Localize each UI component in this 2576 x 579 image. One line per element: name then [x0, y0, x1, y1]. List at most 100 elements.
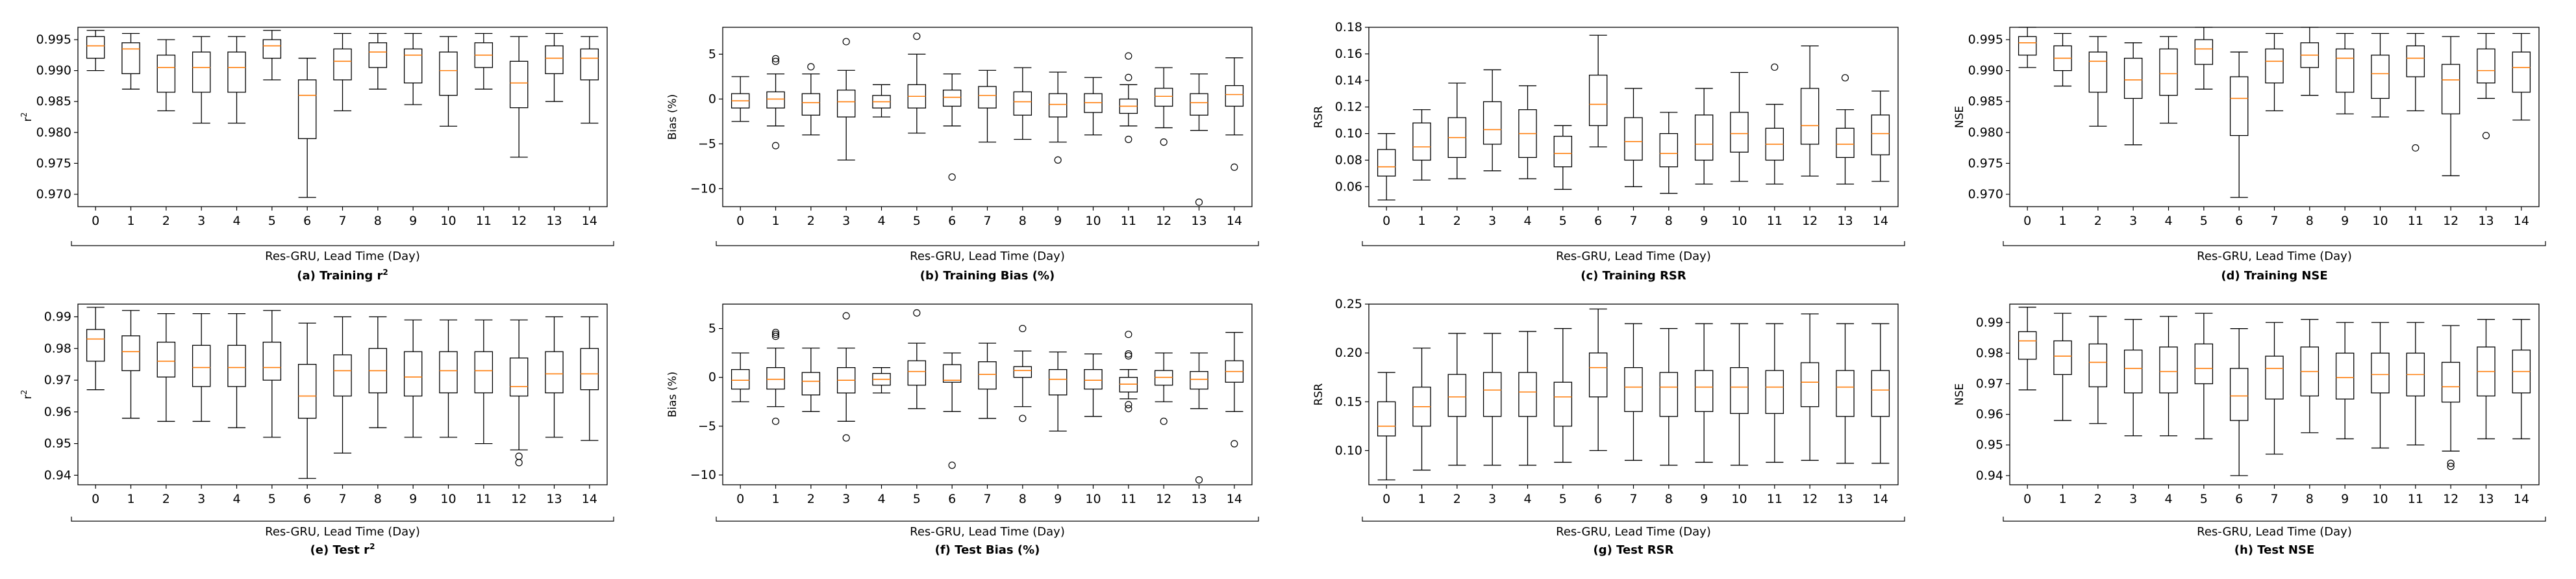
box-2 [1447, 83, 1467, 179]
box-6 [942, 73, 962, 181]
outlier-point [1054, 156, 1062, 164]
x-axis-label: Res-GRU, Lead Time (Day) [2197, 525, 2352, 539]
iqr-box [2194, 39, 2214, 65]
iqr-box [156, 341, 176, 378]
x-tick-label: 5 [913, 214, 921, 228]
iqr-box [1013, 366, 1032, 378]
outlier-point [1019, 324, 1027, 333]
y-tick-label: 0.970 [36, 187, 71, 201]
box-0 [86, 30, 105, 71]
x-tick-label: 8 [1665, 214, 1673, 228]
panel-caption: (b) Training Bias (%) [920, 269, 1055, 283]
panel-caption-main: (a) Training r [297, 269, 382, 283]
box-6 [2229, 328, 2249, 476]
box-1 [1412, 347, 1431, 471]
y-axis-label: NSE [1953, 383, 1966, 405]
box-14 [1871, 323, 1890, 464]
y-tick-label: 0.15 [1335, 394, 1362, 409]
x-tick-label: 2 [2094, 492, 2102, 506]
outlier-point [515, 452, 523, 460]
x-tick-label: 2 [1453, 214, 1461, 228]
outlier-point [913, 32, 921, 40]
box-5 [1553, 328, 1573, 463]
iqr-box [1694, 370, 1714, 412]
outlier-point [1841, 74, 1849, 82]
x-tick-label: 14 [1873, 214, 1888, 228]
y-tick-label: −5 [698, 136, 716, 151]
y-tick-label: 0.08 [1335, 153, 1362, 167]
box-10 [439, 36, 458, 127]
box-13 [2477, 318, 2495, 439]
box-4 [2159, 36, 2178, 124]
iqr-box [2088, 343, 2108, 387]
iqr-box [333, 48, 352, 81]
x-tick-label: 3 [197, 214, 205, 228]
y-tick-label: 0.10 [1335, 443, 1362, 457]
x-tick-label: 5 [268, 214, 276, 228]
box-0 [1377, 372, 1396, 481]
iqr-box [1588, 74, 1608, 126]
iqr-box [2477, 48, 2495, 84]
x-tick-label: 8 [1019, 214, 1027, 228]
iqr-box [766, 367, 785, 390]
box-13 [545, 316, 564, 438]
x-tick-label: 11 [1767, 214, 1782, 228]
y-tick-label: 0.995 [1968, 32, 2003, 47]
box-3 [2123, 318, 2143, 437]
iqr-box [2441, 64, 2460, 114]
box-2 [801, 63, 821, 136]
x-tick-label: 9 [409, 214, 417, 228]
y-tick-label: −5 [698, 419, 716, 433]
y-tick-label: 0.25 [1335, 297, 1362, 311]
iqr-box [836, 89, 856, 118]
box-12 [2441, 325, 2460, 470]
panel-caption-sup: 2 [369, 542, 375, 551]
outlier-point [2482, 131, 2490, 140]
outlier-point [2412, 144, 2420, 152]
y-tick-label: 0.94 [1976, 469, 2003, 483]
x-tick-label: 11 [2408, 214, 2423, 228]
outlier-point [913, 309, 921, 317]
outlier-point [842, 312, 850, 320]
iqr-box [1048, 93, 1068, 118]
iqr-box [1871, 114, 1890, 155]
iqr-box [2159, 48, 2178, 96]
x-tick-label: 6 [303, 492, 311, 506]
box-14 [580, 316, 599, 441]
iqr-box [509, 357, 529, 397]
iqr-box [439, 351, 458, 394]
iqr-box [2229, 76, 2249, 136]
box-5 [907, 309, 927, 409]
box-12 [509, 36, 529, 158]
box-4 [872, 367, 891, 394]
x-tick-label: 12 [1802, 214, 1818, 228]
panel-caption-main: (h) Test NSE [2234, 543, 2315, 557]
iqr-box [942, 89, 962, 107]
y-tick-label: 0.985 [36, 94, 71, 109]
iqr-box [1225, 85, 1244, 107]
box-4 [2159, 316, 2178, 437]
box-11 [2406, 32, 2425, 152]
box-9 [403, 32, 423, 105]
y-tick-label: 5 [708, 47, 716, 61]
iqr-box [1800, 362, 1819, 407]
x-tick-label: 13 [1191, 214, 1207, 228]
box-7 [2265, 322, 2284, 455]
outlier-point [771, 330, 780, 339]
x-tick-label: 0 [736, 214, 744, 228]
x-tick-label: 4 [1523, 492, 1531, 506]
y-axis-label-main: Bias (%) [666, 94, 679, 140]
iqr-box [509, 60, 529, 109]
iqr-box [1482, 101, 1502, 145]
panel-caption-main: (g) Test RSR [1594, 543, 1674, 557]
box-6 [1588, 34, 1608, 148]
box-3 [1482, 69, 1502, 172]
iqr-box [1800, 88, 1819, 145]
box-0 [1377, 133, 1396, 201]
y-tick-label: 0.18 [1335, 20, 1362, 34]
x-tick-label: 14 [2514, 214, 2529, 228]
y-tick-label: 0.975 [36, 156, 71, 170]
iqr-box [1190, 371, 1208, 390]
box-4 [872, 84, 891, 118]
y-tick-label: 0.96 [1976, 407, 2003, 422]
